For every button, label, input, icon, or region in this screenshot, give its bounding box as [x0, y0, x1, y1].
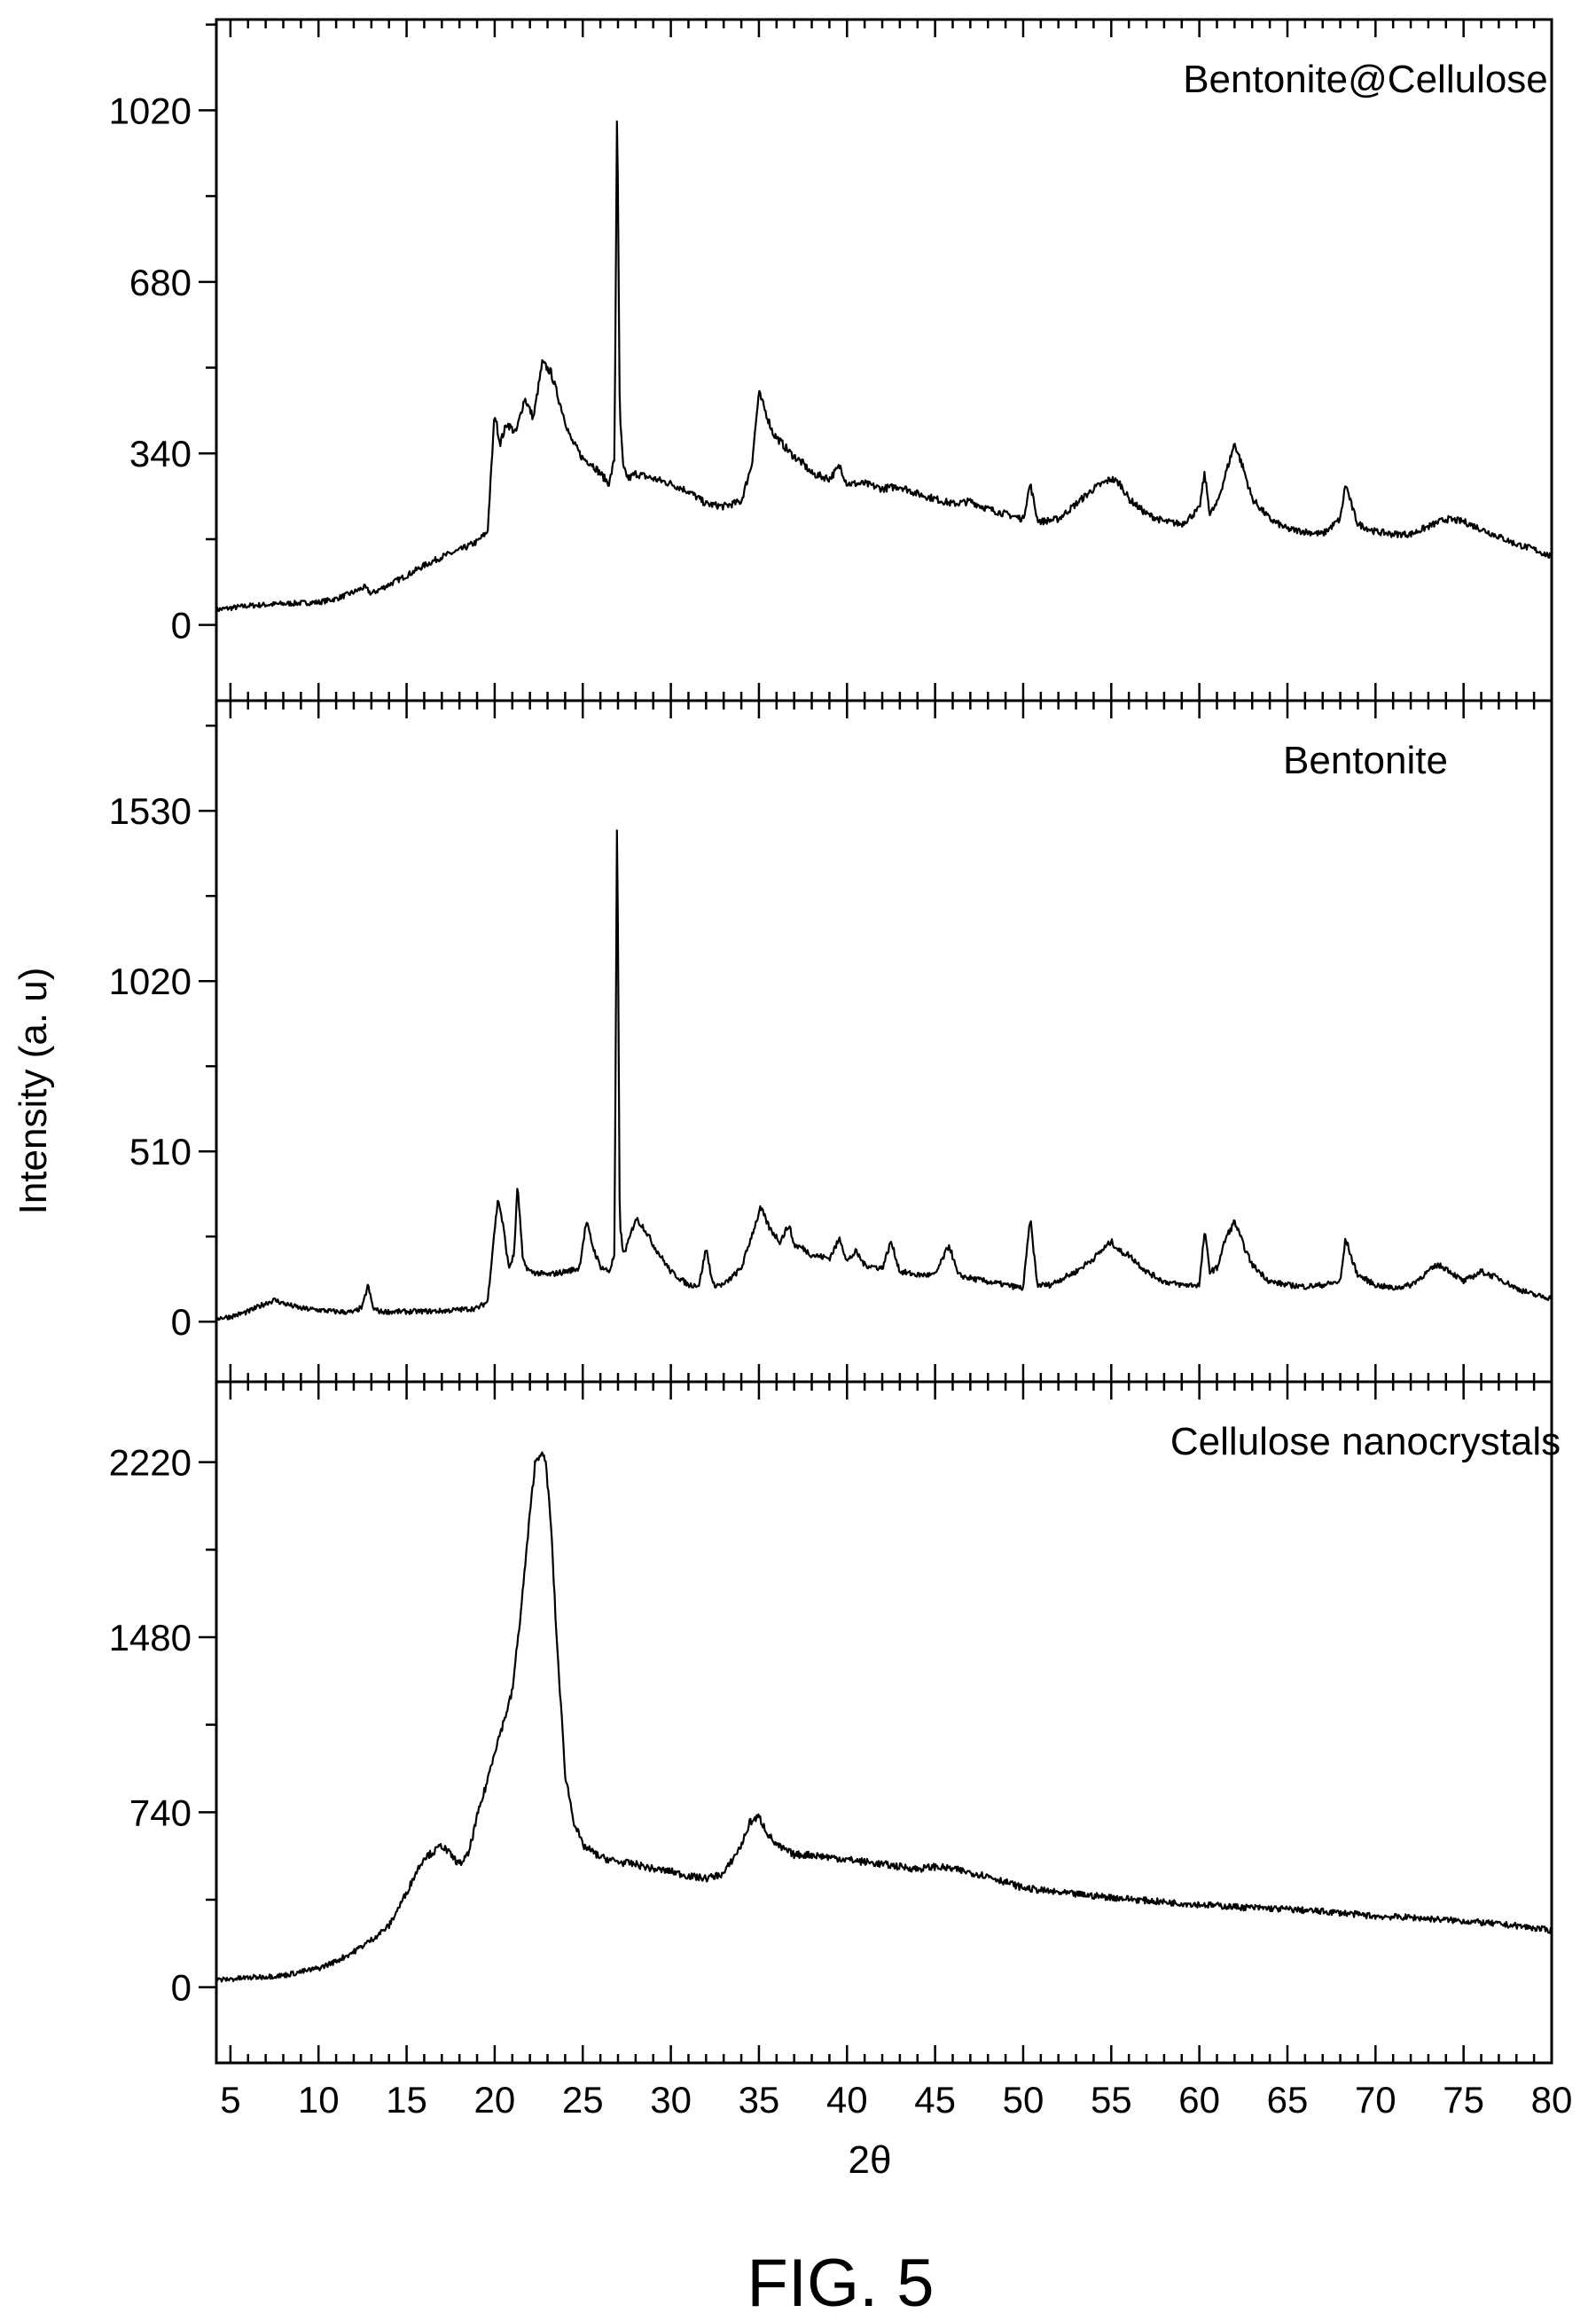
- y-tick-label: 1020: [109, 90, 192, 131]
- y-tick-label: 1530: [109, 790, 192, 832]
- y-tick-label: 510: [129, 1131, 192, 1172]
- panel-title: Bentonite: [1283, 739, 1448, 782]
- y-tick-label: 2220: [109, 1442, 192, 1484]
- y-tick-label: 0: [171, 1301, 192, 1343]
- x-tick-label: 5: [220, 2079, 240, 2121]
- y-tick-label: 0: [171, 1967, 192, 2009]
- series-line: [215, 829, 1553, 1321]
- y-tick-label: 0: [171, 605, 192, 647]
- x-tick-label: 25: [562, 2079, 604, 2121]
- y-tick-label: 340: [129, 433, 192, 474]
- x-tick-label: 45: [914, 2079, 956, 2121]
- y-tick-label: 680: [129, 262, 192, 303]
- x-tick-label: 65: [1267, 2079, 1309, 2121]
- x-tick-label: 30: [650, 2079, 692, 2121]
- panel-title: Bentonite@Cellulose: [1183, 58, 1548, 101]
- y-tick-label: 1020: [109, 961, 192, 1002]
- x-tick-label: 10: [298, 2079, 340, 2121]
- panels-group: 03406801020Bentonite@Cellulose0510102015…: [109, 18, 1573, 2121]
- x-tick-label: 15: [386, 2079, 427, 2121]
- y-axis-label: Intensity (a. u): [12, 968, 55, 1215]
- panel-frame: [215, 1380, 1553, 2065]
- panel-1: 0 340 680 1020 Bentonite@Cellulose: [109, 18, 1553, 702]
- x-tick-label: 20: [474, 2079, 516, 2121]
- y-tick-label: 1480: [109, 1617, 192, 1658]
- x-tick-label: 40: [826, 2079, 868, 2121]
- panel-frame: [215, 699, 1553, 1384]
- panel-frame: [215, 18, 1553, 702]
- x-tick-label: 80: [1531, 2079, 1573, 2121]
- y-tick-label: 740: [129, 1792, 192, 1833]
- figure-caption: FIG. 5: [747, 2246, 934, 2321]
- x-tick-label: 35: [739, 2079, 780, 2121]
- panel-title: Cellulose nanocrystals: [1170, 1420, 1561, 1463]
- series-line: [215, 1451, 1553, 1983]
- x-tick-label: 75: [1443, 2079, 1484, 2121]
- x-axis-label: 2θ: [849, 2138, 892, 2182]
- x-tick-label: 60: [1178, 2079, 1220, 2121]
- panel-3: 0 740 1480 2220 Cellulose nanocrystals: [109, 1380, 1561, 2065]
- x-tick-label: 50: [1003, 2079, 1044, 2121]
- series-line: [215, 120, 1553, 613]
- panel-2: 0 510 1020 1530 Bentonite: [109, 699, 1553, 1384]
- x-tick-label: 70: [1355, 2079, 1396, 2121]
- x-tick-label: 55: [1091, 2079, 1132, 2121]
